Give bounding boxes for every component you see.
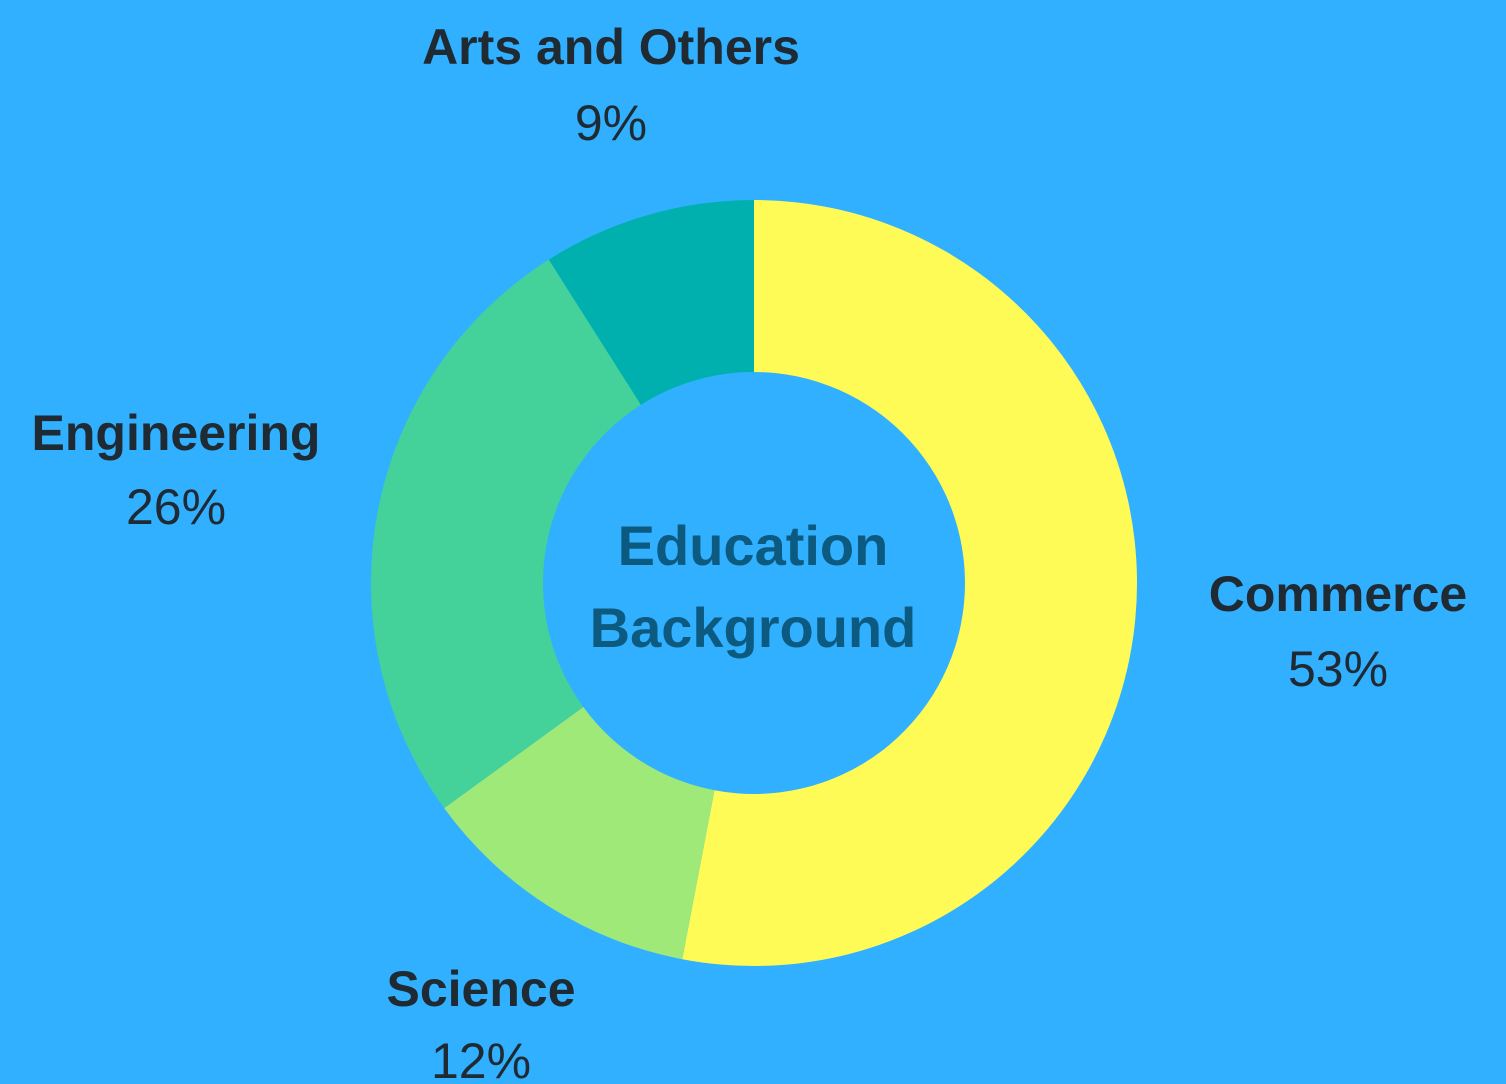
slice-label-science: Science [386,961,575,1017]
slice-value-commerce: 53% [1288,641,1388,697]
slice-label-engineering: Engineering [32,405,321,461]
donut-slices [371,200,1138,966]
donut-slice-commerce [682,200,1138,966]
slice-value-arts-and-others: 9% [575,95,647,151]
slice-label-commerce: Commerce [1209,566,1467,622]
slice-value-engineering: 26% [126,479,226,535]
donut-slice-science [444,707,715,960]
donut-slice-arts-and-others [548,200,754,405]
chart-title-line-2: Background [590,596,917,659]
donut-slice-engineering [371,259,641,809]
slice-value-science: 12% [431,1033,531,1084]
chart-title-line-1: Education [618,514,889,577]
slice-label-arts-and-others: Arts and Others [422,19,800,75]
